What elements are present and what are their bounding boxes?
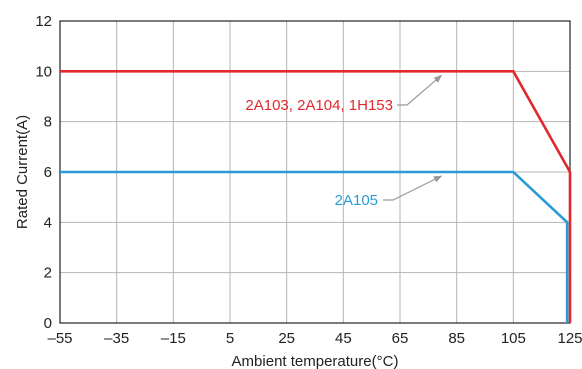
x-tick-label: 65 (392, 330, 409, 347)
annotations: 2A103, 2A104, 1H153 2A105 (245, 74, 443, 209)
x-tick-label: 125 (557, 330, 582, 347)
series-annotation-label: 2A103, 2A104, 1H153 (245, 97, 393, 114)
x-axis-label: Ambient temperature(°C) (232, 353, 399, 369)
x-tick-label: 85 (448, 330, 465, 347)
x-tick-label: 5 (226, 330, 234, 347)
x-tick-label: 45 (335, 330, 352, 347)
annotation-arrow (383, 175, 443, 201)
series-annotation-label: 2A105 (335, 192, 378, 209)
x-tick-label: –55 (47, 330, 72, 347)
x-tick-label: –35 (104, 330, 129, 347)
y-axis-label: Rated Current(A) (14, 115, 31, 229)
annotation-arrow (397, 74, 443, 106)
x-tick-label: 105 (501, 330, 526, 347)
y-tick-label: 2 (44, 265, 52, 282)
series-line-1 (60, 170, 569, 323)
series-lines (60, 70, 572, 323)
y-tick-label: 4 (44, 214, 52, 231)
series-line-0 (60, 70, 572, 323)
y-tick-label: 0 (44, 315, 52, 332)
tick-labels: –55 –35 –15 5 25 45 65 85 105 125 0 2 4 6 8 10 12 (35, 13, 582, 347)
x-tick-label: –15 (161, 330, 186, 347)
y-tick-label: 12 (35, 13, 52, 30)
x-tick-label: 25 (278, 330, 295, 347)
y-tick-label: 6 (44, 164, 52, 181)
y-tick-label: 8 (44, 114, 52, 131)
y-tick-label: 10 (35, 63, 52, 80)
